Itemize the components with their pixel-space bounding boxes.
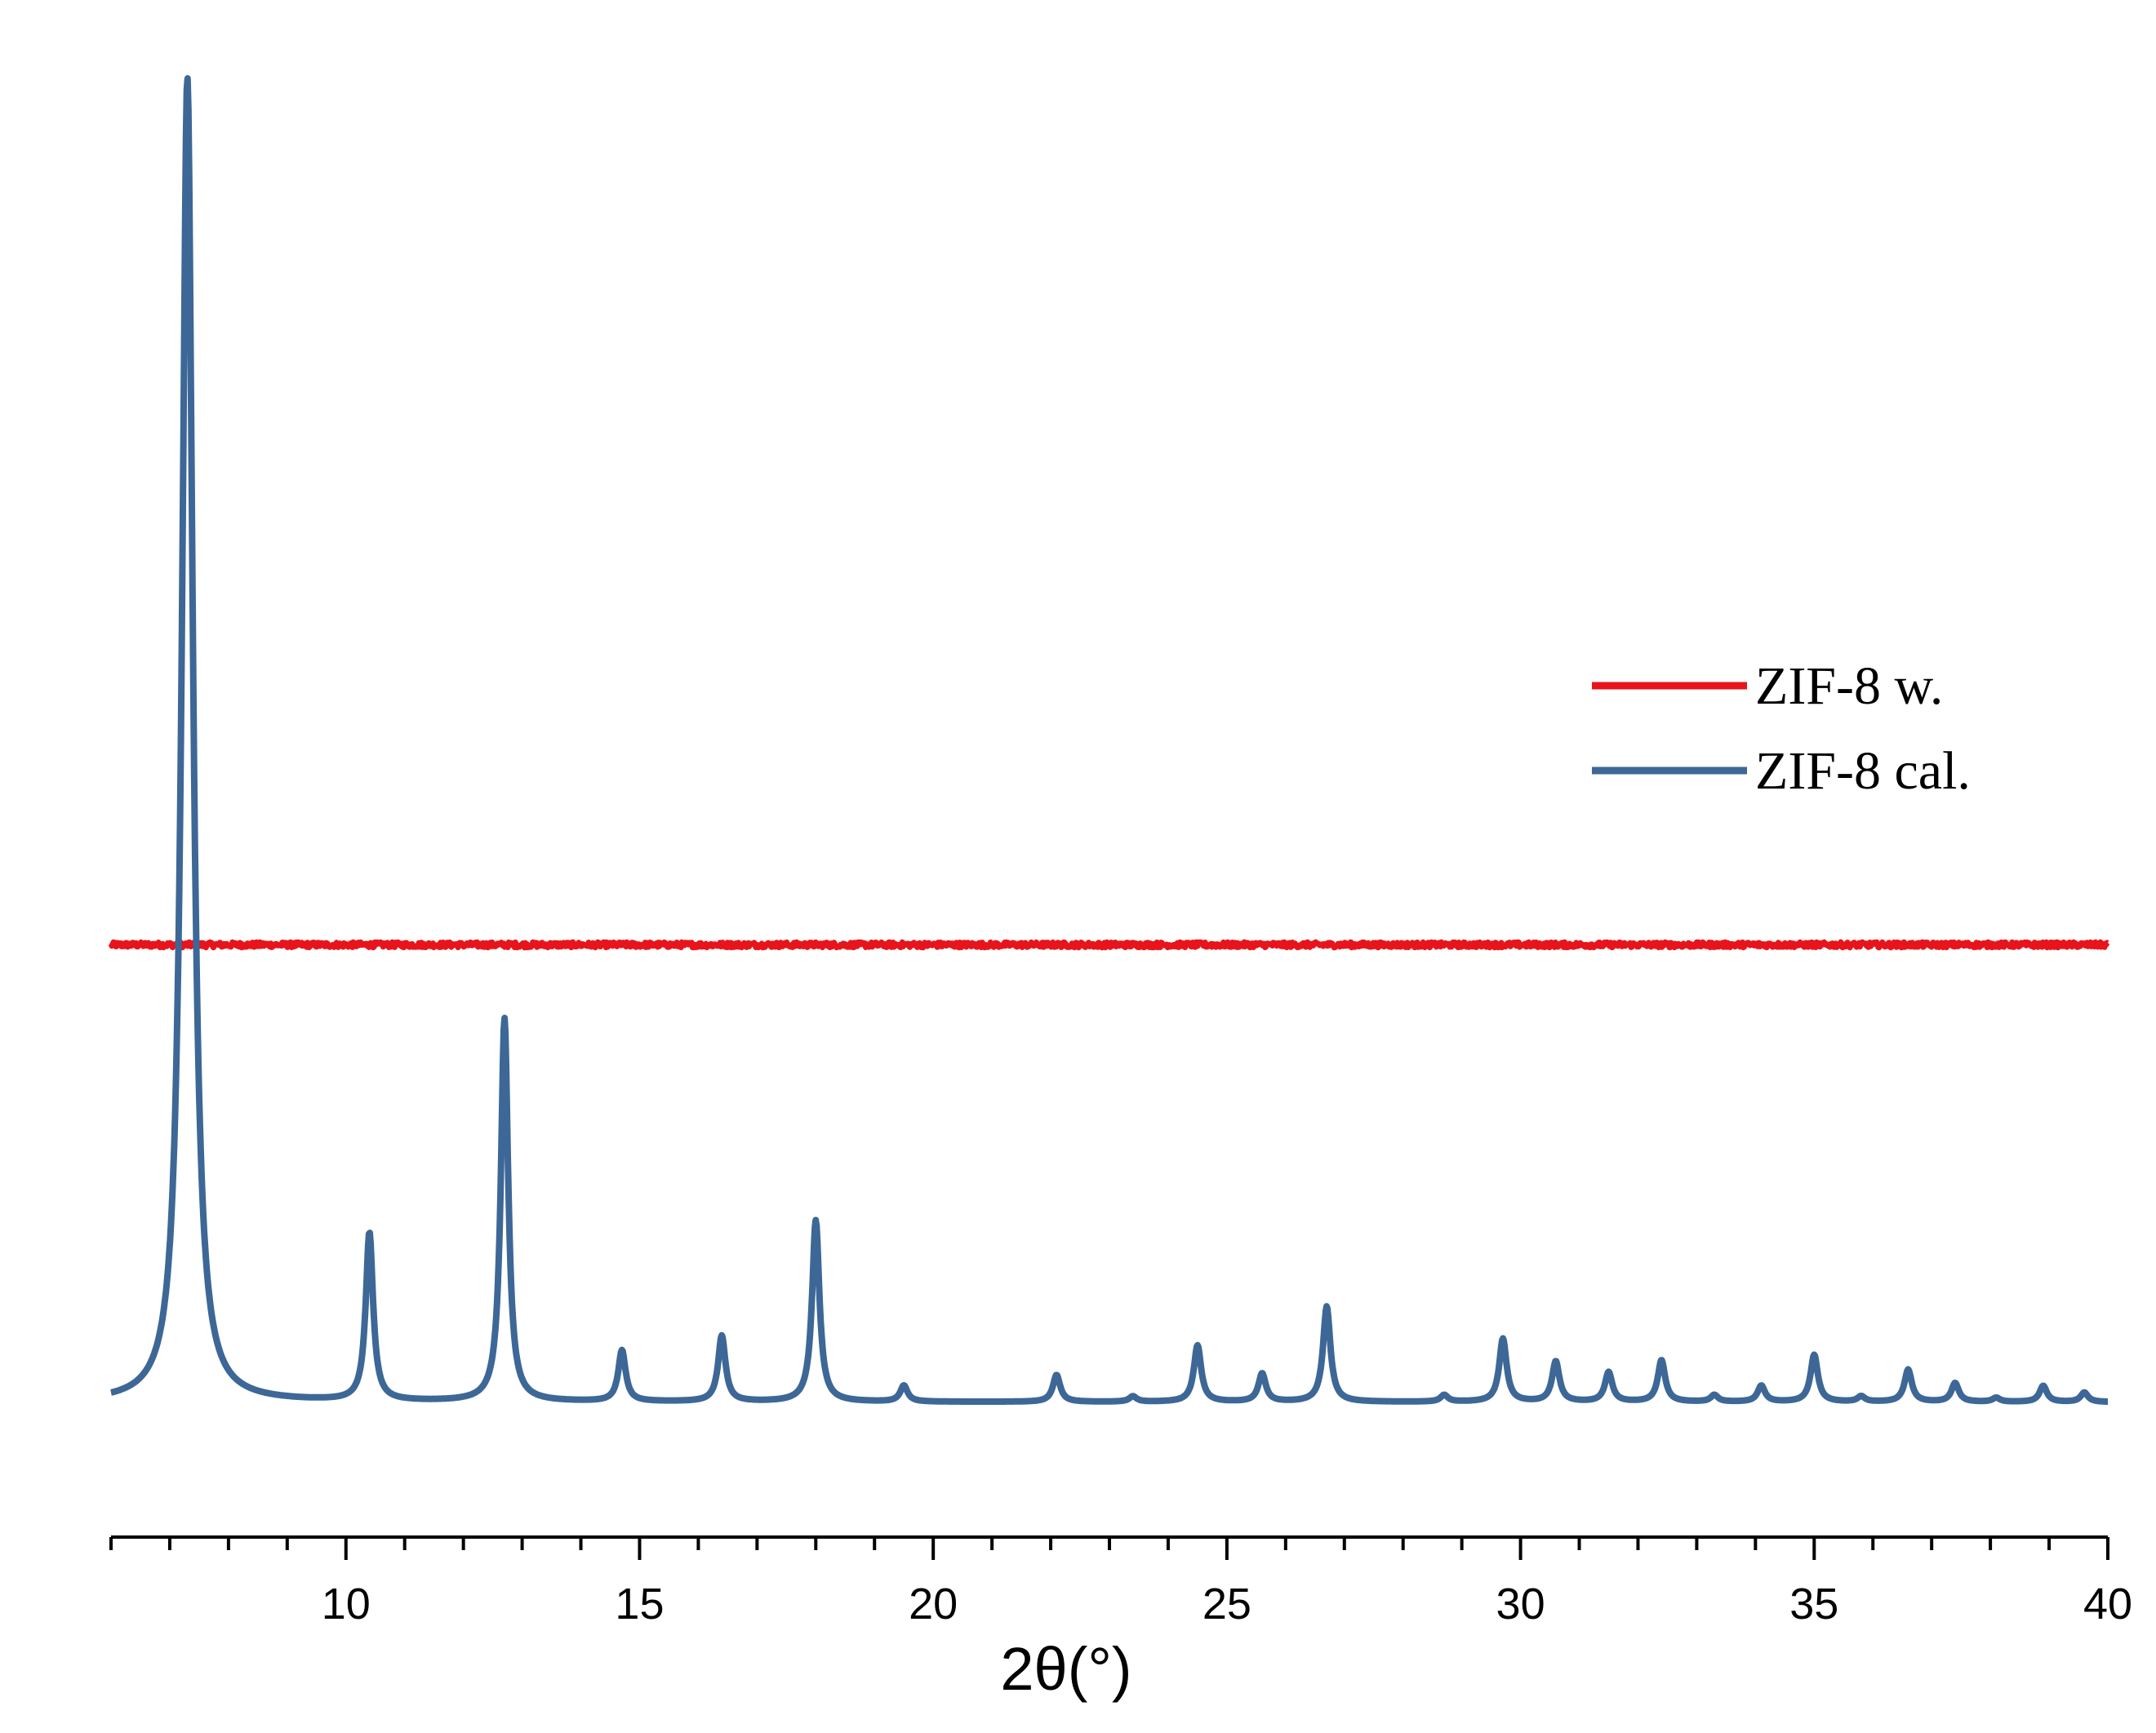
legend-label: ZIF-8 w. xyxy=(1755,656,1943,716)
x-tick-label: 30 xyxy=(1496,1580,1545,1629)
x-tick-label: 15 xyxy=(615,1580,664,1629)
series-line-zif8-w xyxy=(108,939,2110,951)
x-tick-label: 10 xyxy=(322,1580,371,1629)
series-layer xyxy=(108,75,2110,1405)
legend: ZIF-8 w. ZIF-8 cal. xyxy=(1592,656,1971,801)
x-tick-label: 35 xyxy=(1789,1580,1838,1629)
x-axis: 10 15 20 25 30 35 40 xyxy=(109,1535,2132,1629)
x-tick-label: 20 xyxy=(909,1580,958,1629)
legend-label: ZIF-8 cal. xyxy=(1755,741,1971,801)
x-tick-label: 25 xyxy=(1202,1580,1251,1629)
x-tick-label: 40 xyxy=(2083,1580,2132,1629)
x-axis-title: 2θ(°) xyxy=(1000,1635,1131,1703)
series-line-zif8-cal xyxy=(109,75,2110,1405)
